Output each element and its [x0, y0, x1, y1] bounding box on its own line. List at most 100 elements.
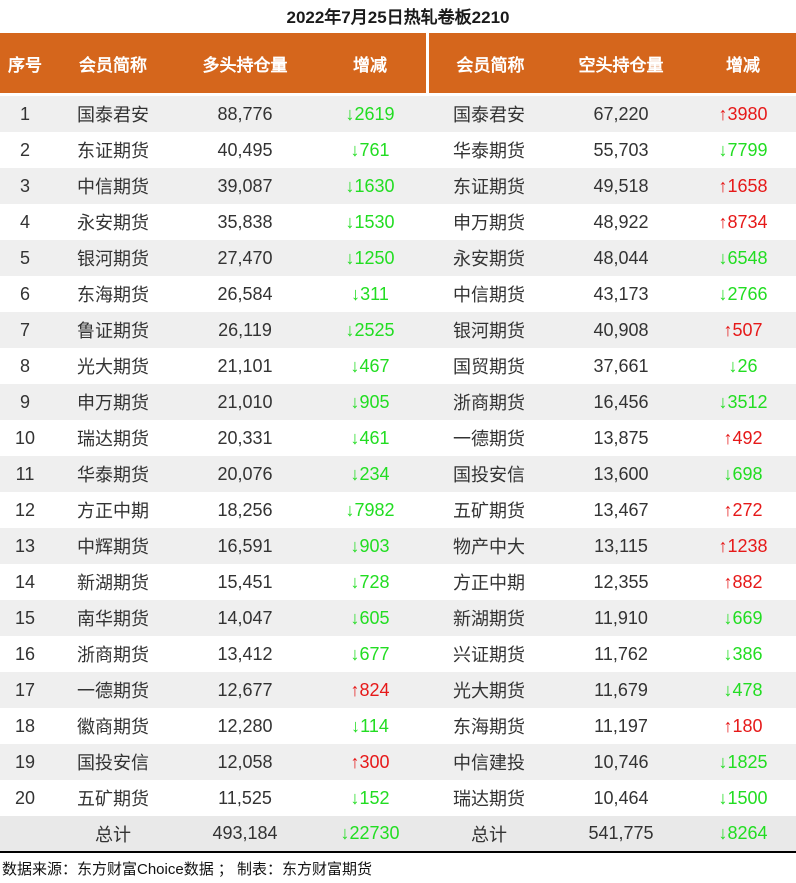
- header-short-member: 会员简称: [426, 33, 552, 93]
- short-change-cell: ↓698: [723, 463, 763, 484]
- divider: [0, 31, 796, 33]
- long-member-cell: 一德期货: [77, 681, 149, 701]
- short-volume-cell: 11,197: [594, 715, 648, 736]
- long-member-cell: 南华期货: [77, 609, 149, 629]
- long-member-cell: 瑞达期货: [77, 429, 149, 449]
- totals-short-label: 总计: [471, 824, 507, 845]
- short-change-cell: ↓1500: [718, 787, 768, 808]
- long-change-cell: ↓1530: [345, 211, 395, 232]
- long-volume-cell: 20,331: [217, 427, 273, 448]
- long-member-cell: 银河期货: [77, 249, 149, 269]
- table-row: 6 东海期货 26,584 ↓311 中信期货 43,173 ↓2766: [0, 276, 796, 312]
- rank-cell: 13: [14, 535, 36, 556]
- long-member-cell: 永安期货: [77, 213, 149, 233]
- table-row: 8 光大期货 21,101 ↓467 国贸期货 37,661 ↓26: [0, 348, 796, 384]
- rank-cell: 1: [19, 103, 30, 124]
- long-volume-cell: 26,584: [217, 283, 273, 304]
- short-volume-cell: 13,875: [593, 427, 649, 448]
- short-change-cell: ↓386: [723, 643, 763, 664]
- table-row: 19 国投安信 12,058 ↑300 中信建投 10,746 ↓1825: [0, 744, 796, 780]
- long-change-cell: ↓461: [350, 427, 390, 448]
- totals-short-volume: 541,775: [588, 823, 654, 843]
- short-change-cell: ↑3980: [718, 103, 768, 124]
- table-row: 20 五矿期货 11,525 ↓152 瑞达期货 10,464 ↓1500: [0, 780, 796, 816]
- long-change-cell: ↓2619: [345, 103, 395, 124]
- long-member-cell: 五矿期货: [77, 789, 149, 809]
- long-volume-cell: 12,677: [217, 679, 273, 700]
- long-change-cell: ↓1250: [345, 247, 395, 268]
- short-volume-cell: 37,661: [593, 355, 649, 376]
- table-row: 13 中辉期货 16,591 ↓903 物产中大 13,115 ↑1238: [0, 528, 796, 564]
- rank-cell: 9: [19, 391, 30, 412]
- long-volume-cell: 35,838: [217, 211, 273, 232]
- short-member-cell: 银河期货: [453, 321, 525, 341]
- header-short-change: 增减: [726, 55, 760, 75]
- short-change-cell: ↓6548: [718, 247, 768, 268]
- short-volume-cell: 13,467: [593, 499, 649, 520]
- long-member-cell: 申万期货: [77, 393, 149, 413]
- table-row: 3 中信期货 39,087 ↓1630 东证期货 49,518 ↑1658: [0, 168, 796, 204]
- long-member-cell: 国投安信: [77, 753, 149, 773]
- rank-cell: 19: [14, 751, 36, 772]
- long-volume-cell: 18,256: [217, 499, 273, 520]
- short-member-cell: 物产中大: [453, 537, 525, 557]
- long-volume-cell: 20,076: [217, 463, 273, 484]
- totals-long-change: ↓22730: [340, 823, 400, 843]
- long-change-cell: ↑300: [350, 751, 390, 772]
- table-row: 15 南华期货 14,047 ↓605 新湖期货 11,910 ↓669: [0, 600, 796, 636]
- short-volume-cell: 11,679: [594, 679, 648, 700]
- table-row: 11 华泰期货 20,076 ↓234 国投安信 13,600 ↓698: [0, 456, 796, 492]
- short-volume-cell: 13,115: [594, 535, 648, 556]
- header-long-volume: 多头持仓量: [202, 55, 288, 75]
- table-row: 18 徽商期货 12,280 ↓114 东海期货 11,197 ↑180: [0, 708, 796, 744]
- short-member-cell: 中信建投: [453, 753, 525, 773]
- table-row: 5 银河期货 27,470 ↓1250 永安期货 48,044 ↓6548: [0, 240, 796, 276]
- header-long-member: 会员简称: [79, 55, 147, 75]
- long-volume-cell: 12,280: [217, 715, 273, 736]
- table-row: 4 永安期货 35,838 ↓1530 申万期货 48,922 ↑8734: [0, 204, 796, 240]
- rank-cell: 4: [19, 211, 30, 232]
- short-volume-cell: 10,746: [593, 751, 649, 772]
- long-change-cell: ↓905: [350, 391, 390, 412]
- table-row: 14 新湖期货 15,451 ↓728 方正中期 12,355 ↑882: [0, 564, 796, 600]
- totals-short-change: ↓8264: [718, 823, 768, 843]
- long-member-cell: 浙商期货: [77, 645, 149, 665]
- long-volume-cell: 27,470: [217, 247, 273, 268]
- short-change-cell: ↓1825: [718, 751, 768, 772]
- table-row: 9 申万期货 21,010 ↓905 浙商期货 16,456 ↓3512: [0, 384, 796, 420]
- short-volume-cell: 55,703: [593, 139, 649, 160]
- short-member-cell: 方正中期: [453, 573, 525, 593]
- divider: [0, 93, 796, 96]
- rank-cell: 17: [14, 679, 36, 700]
- long-volume-cell: 11,525: [218, 787, 272, 808]
- rank-cell: 11: [15, 463, 35, 484]
- rank-cell: 7: [19, 319, 30, 340]
- long-change-cell: ↓152: [350, 787, 390, 808]
- rank-cell: 2: [19, 139, 30, 160]
- long-member-cell: 新湖期货: [77, 573, 149, 593]
- long-member-cell: 徽商期货: [77, 717, 149, 737]
- short-volume-cell: 13,600: [593, 463, 649, 484]
- short-volume-cell: 49,518: [593, 175, 649, 196]
- long-member-cell: 华泰期货: [77, 465, 149, 485]
- long-member-cell: 中辉期货: [77, 537, 149, 557]
- short-member-cell: 国泰君安: [453, 105, 525, 125]
- short-volume-cell: 11,762: [594, 643, 648, 664]
- long-member-cell: 鲁证期货: [77, 321, 149, 341]
- short-change-cell: ↑272: [723, 499, 763, 520]
- table-row: 12 方正中期 18,256 ↓7982 五矿期货 13,467 ↑272: [0, 492, 796, 528]
- long-member-cell: 中信期货: [77, 177, 149, 197]
- header-long-change: 增减: [353, 55, 387, 75]
- table-row: 10 瑞达期货 20,331 ↓461 一德期货 13,875 ↑492: [0, 420, 796, 456]
- short-member-cell: 浙商期货: [453, 393, 525, 413]
- short-member-cell: 东证期货: [453, 177, 525, 197]
- rank-cell: 15: [14, 607, 36, 628]
- rank-cell: 10: [14, 427, 36, 448]
- rank-cell: 8: [19, 355, 30, 376]
- short-change-cell: ↓669: [723, 607, 763, 628]
- table-row: 2 东证期货 40,495 ↓761 华泰期货 55,703 ↓7799: [0, 132, 796, 168]
- rank-cell: 6: [19, 283, 30, 304]
- short-change-cell: ↑507: [723, 319, 763, 340]
- short-change-cell: ↓3512: [718, 391, 768, 412]
